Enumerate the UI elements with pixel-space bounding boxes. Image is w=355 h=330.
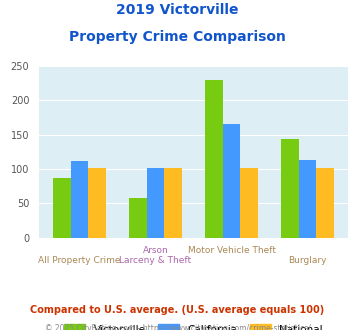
Text: © 2025 CityRating.com - https://www.cityrating.com/crime-statistics/: © 2025 CityRating.com - https://www.city…: [45, 324, 310, 330]
Bar: [316, 168, 334, 238]
Bar: [223, 124, 240, 238]
Text: Larceny & Theft: Larceny & Theft: [119, 256, 191, 265]
Text: Burglary: Burglary: [288, 256, 327, 265]
Legend: Victorville, California, National: Victorville, California, National: [60, 320, 327, 330]
Bar: [299, 160, 316, 238]
Text: 2019 Victorville: 2019 Victorville: [116, 3, 239, 17]
Bar: [205, 81, 223, 238]
Bar: [282, 140, 299, 238]
Bar: [240, 168, 258, 238]
Bar: [88, 168, 105, 238]
Text: Arson: Arson: [143, 246, 168, 255]
Text: Compared to U.S. average. (U.S. average equals 100): Compared to U.S. average. (U.S. average …: [31, 305, 324, 315]
Bar: [71, 161, 88, 238]
Text: All Property Crime: All Property Crime: [38, 256, 121, 265]
Bar: [53, 178, 71, 238]
Text: Property Crime Comparison: Property Crime Comparison: [69, 30, 286, 44]
Bar: [147, 168, 164, 238]
Bar: [164, 168, 182, 238]
Bar: [129, 198, 147, 238]
Text: Motor Vehicle Theft: Motor Vehicle Theft: [187, 246, 275, 255]
